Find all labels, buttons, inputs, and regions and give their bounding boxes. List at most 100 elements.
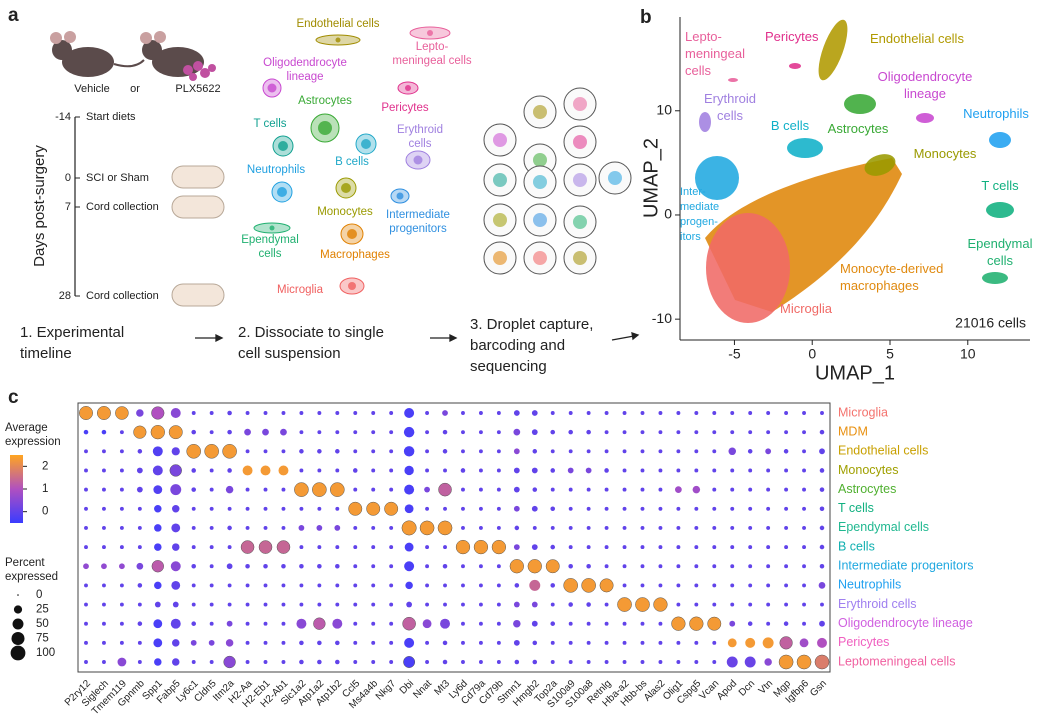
dot [281,621,286,626]
dot [209,468,214,473]
dot [172,543,180,551]
dot [371,487,376,492]
dot [671,616,686,631]
dot [353,430,358,435]
cell-nucleus [335,37,341,43]
dot [694,545,699,550]
dot [730,411,735,415]
dot [84,545,88,550]
dot [622,564,627,569]
dot [455,539,471,555]
cell-label-line: Lepto- [416,41,449,53]
dot [527,559,542,574]
dot [802,583,806,588]
dot [330,482,345,497]
dot [694,564,699,569]
dot [568,525,573,530]
cell-label-line: Oligodendrocyte [263,57,347,69]
dot [531,467,538,474]
dot [604,660,609,664]
dot [425,430,430,435]
dot [119,487,124,492]
dot [154,543,162,551]
dot [764,658,772,666]
dot [766,506,771,511]
dot [748,564,753,569]
dot [152,465,163,476]
dot [784,564,789,569]
dot [209,564,214,569]
dot [209,506,214,511]
dot [389,602,394,607]
dot [151,560,164,573]
dot [513,619,521,628]
dot [531,544,538,550]
cluster-label-line: Oligodendrocyte [878,69,973,84]
dot [744,656,756,668]
dot [263,563,268,569]
dot [712,525,717,530]
dot [694,602,699,607]
dot [784,430,789,435]
dot [366,501,381,516]
dot [317,640,322,646]
dot [119,621,124,626]
dot [209,525,214,530]
dot [119,468,124,473]
dot [604,411,609,415]
dot [371,640,376,645]
dot [245,449,250,454]
dot [461,487,465,492]
dot [799,638,809,648]
dot [531,410,538,416]
dot [389,640,394,645]
dot [712,468,717,473]
dot [437,520,453,536]
dot [496,449,501,454]
dot [276,540,291,554]
dot [550,583,556,588]
dot [371,564,376,569]
cluster-label-line: Endothelial cells [870,31,964,46]
dot [317,430,322,435]
dot [209,487,214,492]
dot [137,602,142,607]
dot [586,640,591,645]
timeline-day: 0 [65,172,71,184]
dot [389,660,394,664]
dot [425,545,430,550]
dot [168,425,183,440]
dot [796,654,812,670]
dot [819,544,825,550]
size-legend-dot [13,605,23,614]
cluster-label-line: Astrocytes [828,121,889,136]
dot [622,545,627,550]
cluster-cloud [787,138,823,158]
cell-label-line: Macrophages [320,249,390,261]
dot [102,506,106,511]
cell-label: Astrocytes [298,95,352,107]
dot [712,487,717,492]
dot [676,411,681,415]
dot [335,640,340,646]
dot [586,449,591,454]
dot [581,578,596,593]
dot [461,602,465,607]
dot [191,429,196,435]
dot [152,446,163,457]
dot [496,411,501,415]
cluster-label: Monocyte-derived macrophages [840,261,943,293]
dot [762,637,774,649]
dot [604,525,609,530]
dot [353,411,358,415]
color-tick-label: 0 [42,506,48,518]
cell-label-line: Microglia [277,284,324,296]
dot [191,563,196,569]
dot [348,501,363,516]
dot [586,506,591,511]
dot [513,505,520,512]
dot [442,449,448,454]
dot [298,525,305,531]
dot [119,449,124,454]
dot [79,406,93,420]
